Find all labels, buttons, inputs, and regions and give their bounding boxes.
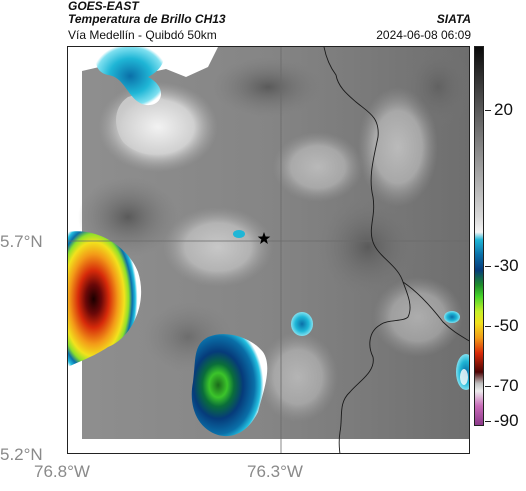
colorbar-tick bbox=[485, 386, 491, 387]
brightness-temperature-field bbox=[68, 47, 469, 453]
colorbar-tick bbox=[485, 326, 491, 327]
colorbar-tick bbox=[485, 266, 491, 267]
product-title: Temperatura de Brillo CH13 bbox=[68, 12, 226, 26]
timestamp-label: 2024-06-08 06:09 bbox=[376, 28, 471, 42]
colorbar-label-minus-50: -50 bbox=[494, 316, 519, 335]
map-header: GOES-EAST Temperatura de Brillo CH13 Vía… bbox=[68, 0, 471, 44]
longitude-label-76-3: 76.3°W bbox=[247, 462, 303, 481]
longitude-label-76-8: 76.8°W bbox=[34, 462, 90, 481]
colorbar-label-minus-30: -30 bbox=[494, 256, 519, 275]
colorbar-label-minus-90: -90 bbox=[494, 411, 519, 430]
colorbar-label-minus-70: -70 bbox=[494, 376, 519, 395]
colorbar-label-20: 20 bbox=[494, 100, 513, 119]
satellite-title: GOES-EAST bbox=[68, 0, 139, 13]
latitude-label-5-7: 5.7°N bbox=[0, 232, 43, 251]
temperature-colorbar bbox=[474, 46, 484, 426]
satellite-map[interactable] bbox=[67, 46, 470, 454]
organization-label: SIATA bbox=[436, 12, 471, 26]
route-subtitle: Vía Medellín - Quibdó 50km bbox=[68, 28, 217, 42]
latitude-label-5-2: 5.2°N bbox=[0, 445, 43, 464]
colorbar-tick bbox=[485, 421, 491, 422]
colorbar-tick bbox=[485, 110, 491, 111]
star-icon bbox=[257, 232, 271, 244]
